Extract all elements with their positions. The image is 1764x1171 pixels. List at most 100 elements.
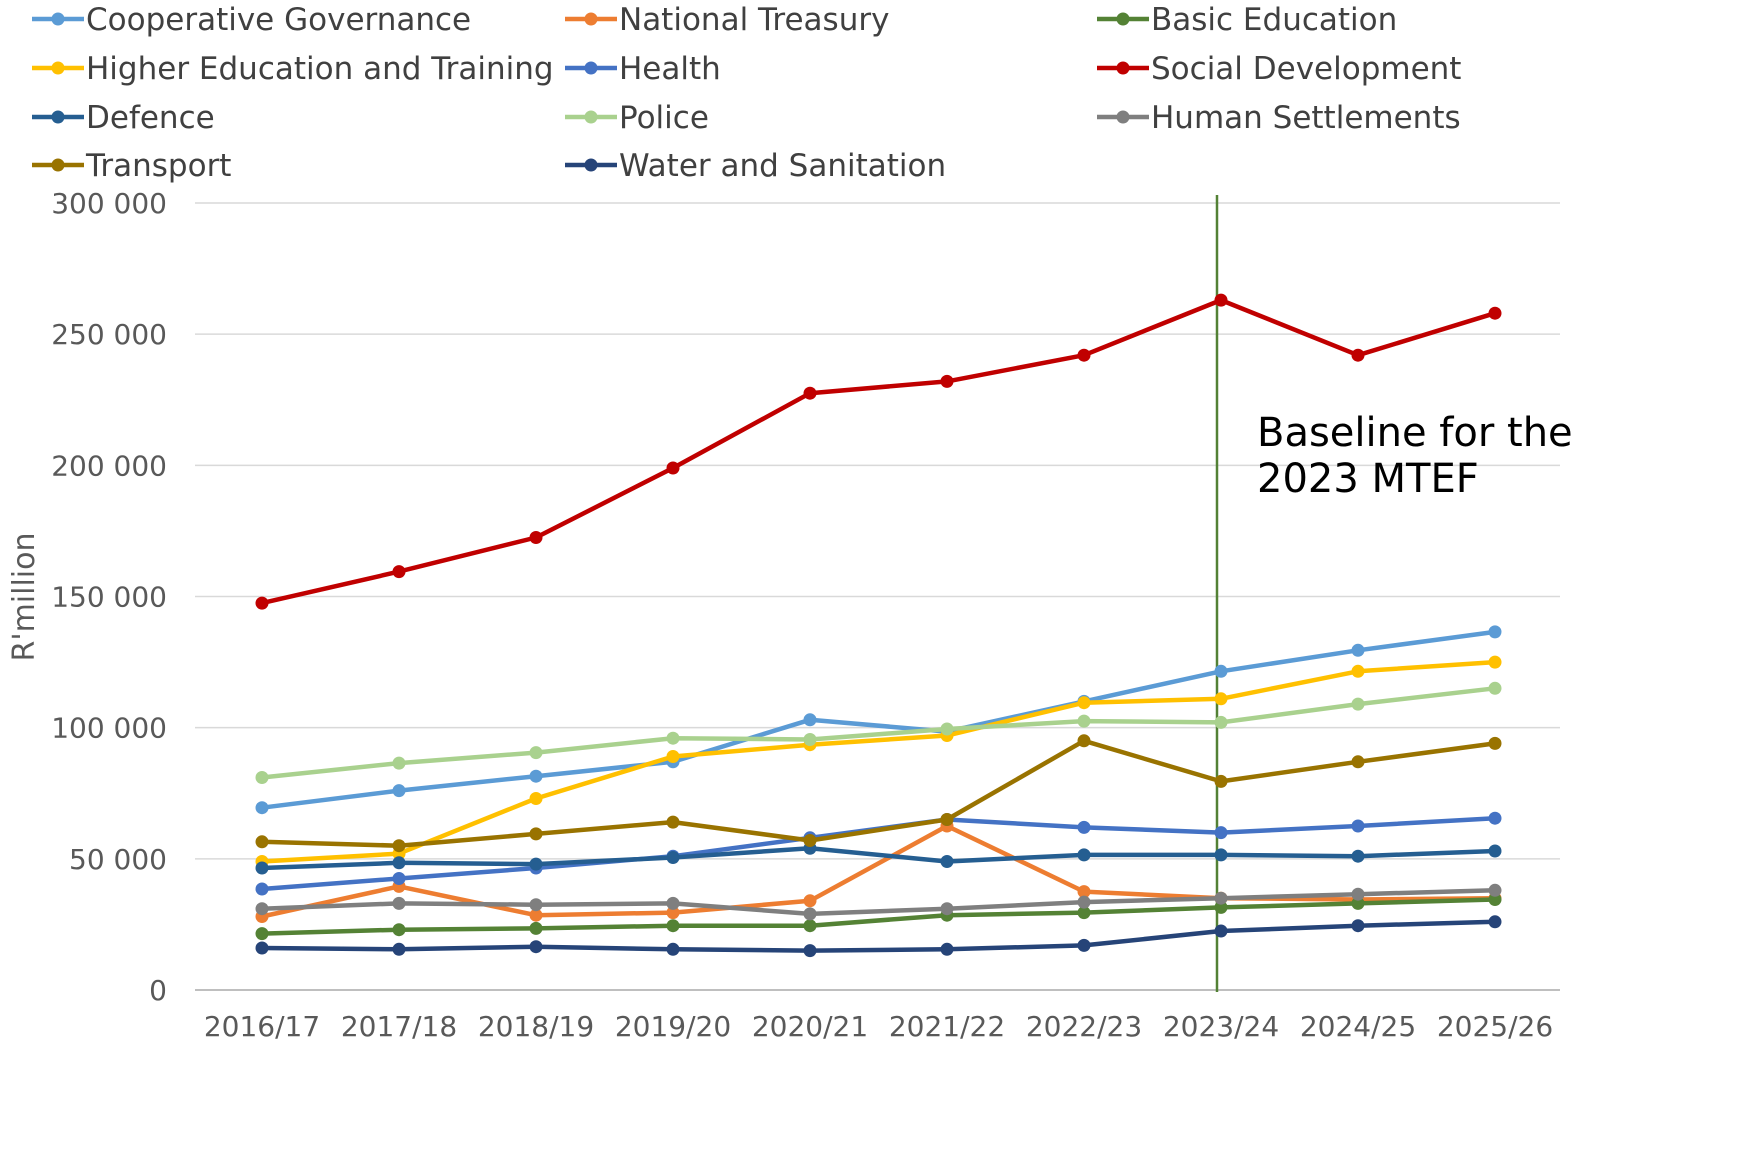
legend-swatch-marker bbox=[584, 61, 598, 75]
data-point bbox=[529, 746, 543, 760]
data-point bbox=[392, 872, 406, 885]
data-point bbox=[666, 919, 680, 933]
data-point bbox=[392, 839, 406, 853]
legend-swatch-marker bbox=[1116, 12, 1130, 26]
data-point bbox=[255, 771, 269, 784]
data-point bbox=[1351, 755, 1365, 769]
legend-label: Social Development bbox=[1151, 51, 1461, 87]
series-water-and-sanitation bbox=[255, 915, 1502, 958]
data-point bbox=[803, 907, 817, 921]
data-point bbox=[1077, 714, 1091, 728]
x-tick-label: 2020/21 bbox=[752, 1010, 868, 1043]
data-point bbox=[529, 857, 543, 871]
legend-item-health: Health bbox=[565, 51, 721, 87]
legend-label: Higher Education and Training bbox=[86, 51, 554, 87]
legend-swatch-marker bbox=[1116, 61, 1130, 75]
x-tick-label: 2022/23 bbox=[1026, 1010, 1142, 1043]
legend-item-higher-education-and-training: Higher Education and Training bbox=[32, 51, 554, 87]
data-point bbox=[803, 713, 817, 727]
legend-swatch-marker bbox=[1116, 110, 1130, 124]
data-point bbox=[1351, 919, 1365, 933]
data-point bbox=[940, 374, 954, 388]
legend-label: Transport bbox=[85, 148, 231, 184]
data-point bbox=[1351, 887, 1365, 901]
data-point bbox=[1351, 896, 1365, 910]
data-point bbox=[1214, 848, 1228, 862]
data-point bbox=[666, 731, 680, 745]
x-tick-label: 2018/19 bbox=[478, 1010, 594, 1043]
data-point bbox=[1488, 736, 1502, 750]
data-point bbox=[1488, 655, 1502, 669]
legend-swatch-marker bbox=[584, 110, 598, 124]
legend-item-social-development: Social Development bbox=[1097, 51, 1461, 87]
data-point bbox=[666, 750, 680, 763]
data-point bbox=[1077, 734, 1091, 748]
series-transport bbox=[255, 734, 1502, 853]
data-point bbox=[666, 461, 680, 475]
series-line bbox=[259, 823, 1498, 919]
data-point bbox=[392, 856, 406, 870]
data-point bbox=[1077, 348, 1091, 362]
x-tick-label: 2025/26 bbox=[1437, 1010, 1553, 1043]
legend-item-police: Police bbox=[565, 100, 709, 136]
data-point bbox=[940, 855, 954, 868]
data-point bbox=[1488, 625, 1502, 639]
data-point bbox=[529, 940, 543, 954]
data-point bbox=[529, 908, 543, 922]
y-tick-label: 200 000 bbox=[51, 449, 167, 482]
data-point bbox=[1214, 891, 1228, 905]
legend-item-cooperative-governance: Cooperative Governance bbox=[32, 2, 471, 38]
baseline-annotation: Baseline for the 2023 MTEF bbox=[1257, 410, 1573, 502]
data-point bbox=[1214, 924, 1228, 938]
data-point bbox=[255, 902, 269, 916]
legend-swatch-marker bbox=[51, 158, 65, 172]
legend-swatch-marker bbox=[584, 158, 598, 172]
data-point bbox=[255, 941, 269, 955]
y-tick-label: 0 bbox=[149, 974, 167, 1007]
legend-label: Cooperative Governance bbox=[86, 2, 471, 38]
data-point bbox=[1214, 692, 1228, 706]
data-point bbox=[392, 565, 406, 579]
series-police bbox=[255, 681, 1502, 784]
data-point bbox=[255, 801, 269, 815]
series-line bbox=[259, 629, 1498, 810]
data-point bbox=[255, 861, 269, 875]
y-tick-label: 100 000 bbox=[51, 712, 167, 745]
series-line bbox=[259, 888, 1498, 917]
data-point bbox=[803, 834, 817, 847]
data-point bbox=[1214, 293, 1228, 307]
data-point bbox=[1351, 849, 1365, 863]
data-point bbox=[1351, 348, 1365, 362]
data-point bbox=[1214, 900, 1228, 914]
series-social-development bbox=[255, 293, 1502, 610]
data-point bbox=[1077, 848, 1091, 862]
data-point bbox=[1488, 681, 1502, 695]
data-point bbox=[392, 756, 406, 770]
data-point bbox=[392, 784, 406, 798]
legend-label: National Treasury bbox=[619, 2, 889, 38]
data-point bbox=[666, 906, 680, 920]
series-line bbox=[259, 659, 1498, 864]
data-point bbox=[255, 882, 269, 896]
data-point bbox=[1077, 906, 1091, 920]
data-point bbox=[529, 898, 543, 912]
data-point bbox=[803, 733, 817, 746]
legend-item-national-treasury: National Treasury bbox=[565, 2, 889, 38]
x-tick-label: 2024/25 bbox=[1300, 1010, 1416, 1043]
x-tick-label: 2023/24 bbox=[1163, 1010, 1279, 1043]
data-point bbox=[1351, 664, 1365, 678]
legend-swatch-marker bbox=[51, 12, 65, 26]
series-line bbox=[259, 297, 1498, 606]
legend-swatch-marker bbox=[51, 61, 65, 75]
data-point bbox=[529, 827, 543, 841]
y-axis-ticks: 0 50 000 100 000 150 000 200 000 250 000 300 0… bbox=[51, 187, 167, 1007]
annotation-line-2: 2023 MTEF bbox=[1257, 456, 1479, 502]
series-line bbox=[259, 686, 1498, 780]
data-point bbox=[1488, 844, 1502, 858]
series-defence bbox=[255, 841, 1502, 875]
data-point bbox=[1488, 893, 1502, 906]
data-point bbox=[529, 531, 543, 544]
data-point bbox=[1214, 715, 1228, 729]
series-human-settlements bbox=[255, 883, 1502, 921]
